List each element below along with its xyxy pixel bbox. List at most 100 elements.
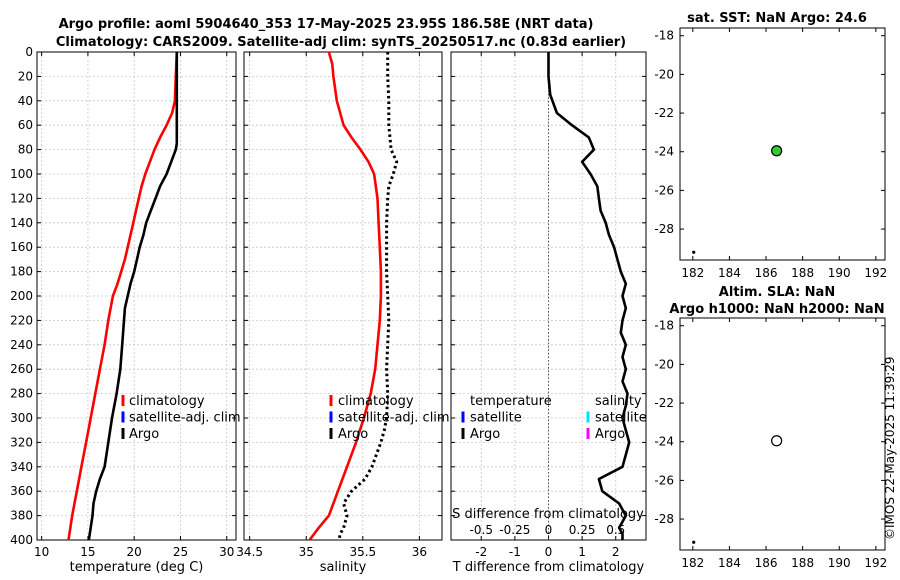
legend-label: Argo	[470, 427, 500, 442]
x-tick-label: 190	[828, 556, 851, 570]
x-tick-label: 35	[299, 545, 314, 559]
y-tick-label: -20	[654, 357, 674, 371]
x-tick-label: 192	[864, 556, 887, 570]
x-tick-label: 182	[681, 266, 704, 280]
y-tick-label: 360	[10, 484, 33, 498]
legend-label: climatology	[129, 394, 205, 409]
y-tick-label: -24	[654, 435, 674, 449]
difference-profile-axes: -2 -1 0 1 2T difference from climatology S di…	[450, 51, 647, 575]
legend-label: climatology	[338, 394, 414, 409]
y-tick-label: 220	[10, 313, 33, 327]
y-tick-label: 40	[18, 94, 33, 108]
y-tick-label: 260	[10, 362, 33, 376]
figure-title-line1: Argo profile: aoml 5904640_353 17-May-20…	[59, 17, 594, 32]
x-tick-label: 188	[791, 266, 814, 280]
y-tick-label: 80	[18, 143, 33, 157]
map-frame	[679, 317, 886, 551]
y-tick-label: 160	[10, 240, 33, 254]
y-tick-label: 320	[10, 435, 33, 449]
y-tick-label: 240	[10, 338, 33, 352]
map-title: sat. SST: NaN Argo: 24.6	[687, 11, 867, 26]
x-tick-label: 190	[828, 266, 851, 280]
y-tick-label: 140	[10, 216, 33, 230]
sst-map-axes: 182 184 186 188 190 192 -18 -20 -22 -24 -26 -28 sat.…	[654, 11, 887, 280]
x-tick-label: 25	[173, 545, 188, 559]
map-frame	[679, 27, 886, 261]
x-tick-label: 15	[80, 545, 95, 559]
x-tick-label: 186	[755, 266, 778, 280]
x-tick-label: 188	[791, 556, 814, 570]
legend-heading: temperature	[470, 394, 552, 409]
y-tick-label: 400	[10, 533, 33, 547]
series-line-argo	[337, 52, 399, 541]
y-tick-label: -26	[654, 473, 674, 487]
x-axis-label: salinity	[320, 560, 367, 575]
legend-label: Argo	[595, 427, 625, 442]
legend-label: Argo	[338, 427, 368, 442]
y-tick-label: -24	[654, 145, 674, 159]
x-tick-label: 36	[412, 545, 427, 559]
top-axis-label: S difference from climatology	[452, 507, 644, 522]
series-line-argo-t-difference	[547, 52, 631, 540]
y-tick-label: 0	[25, 45, 33, 59]
y-tick-label: 300	[10, 411, 33, 425]
top-tick-label: -0.5	[470, 523, 493, 537]
x-tick-label: 35.5	[349, 545, 376, 559]
x-tick-label: 34.5	[236, 545, 263, 559]
temperature-profile-axes: 10 15 20 25 30020406080100120140160180200220…	[10, 45, 241, 575]
x-tick-label: 30	[219, 545, 234, 559]
coast-dot	[692, 540, 696, 544]
y-tick-label: -18	[654, 319, 674, 333]
x-tick-label: 2	[612, 545, 620, 559]
float-position-marker	[771, 435, 783, 447]
legend-heading: salinity	[595, 394, 642, 409]
series-line-climatology	[308, 51, 383, 541]
y-tick-label: -28	[654, 222, 674, 236]
map-subtitle: Argo h1000: NaN h2000: NaN	[669, 302, 884, 317]
y-tick-label: -22	[654, 396, 674, 410]
legend-label: Argo	[129, 427, 159, 442]
float-position-marker	[771, 145, 783, 157]
map-title: Altim. SLA: NaN	[719, 285, 835, 300]
y-tick-label: -28	[654, 512, 674, 526]
top-tick-label: 0.5	[606, 523, 625, 537]
salinity-profile-axes: 34.5 35 35.5 36 salinity climatology satellite…	[236, 51, 450, 575]
x-tick-label: 184	[718, 266, 741, 280]
sla-map-axes: 182 184 186 188 190 192 -18 -20 -22 -24 -26 -28 Alti…	[654, 285, 887, 570]
x-axis-label: T difference from climatology	[452, 560, 645, 575]
legend-label: satellite	[595, 411, 647, 426]
y-tick-label: 180	[10, 265, 33, 279]
y-tick-label: 200	[10, 289, 33, 303]
y-tick-label: 340	[10, 460, 33, 474]
x-tick-label: -2	[475, 545, 487, 559]
series-line-argo	[87, 52, 179, 541]
y-tick-label: -18	[654, 29, 674, 43]
top-tick-label: 0	[545, 523, 553, 537]
x-tick-label: 10	[34, 545, 49, 559]
coast-dot	[692, 250, 696, 254]
y-tick-label: 100	[10, 167, 33, 181]
series-line-climatology	[67, 51, 179, 541]
x-tick-label: 184	[718, 556, 741, 570]
x-tick-label: -1	[509, 545, 521, 559]
y-tick-label: 280	[10, 387, 33, 401]
top-tick-label: -0.25	[499, 523, 530, 537]
timestamp: ©IMOS 22-May-2025 11:39:29	[883, 356, 897, 540]
x-tick-label: 182	[681, 556, 704, 570]
top-tick-label: 0.25	[569, 523, 596, 537]
legend-label: satellite-adj. clim	[338, 411, 450, 426]
y-tick-label: 380	[10, 509, 33, 523]
y-tick-label: -22	[654, 106, 674, 120]
x-tick-label: 192	[864, 266, 887, 280]
x-tick-label: 20	[127, 545, 142, 559]
x-axis-label: temperature (deg C)	[70, 560, 204, 575]
x-tick-label: 186	[755, 556, 778, 570]
legend-label: satellite	[470, 411, 522, 426]
legend-label: satellite-adj. clim	[129, 411, 241, 426]
y-tick-label: -20	[654, 67, 674, 81]
y-tick-label: 20	[18, 69, 33, 83]
figure-title-line2: Climatology: CARS2009. Satellite-adj cli…	[56, 35, 626, 50]
y-tick-label: -26	[654, 183, 674, 197]
y-tick-label: 120	[10, 191, 33, 205]
